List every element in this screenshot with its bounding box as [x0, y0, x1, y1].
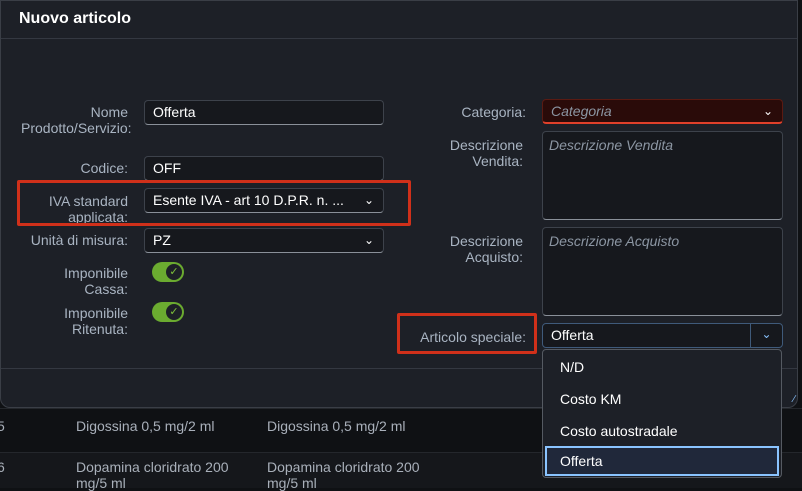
highlight-box [17, 180, 411, 226]
speciale-value: Offerta [551, 327, 594, 343]
speciale-select[interactable]: Offerta ⌄ [542, 323, 783, 348]
footer-divider [1, 368, 797, 369]
option-offerta[interactable]: Offerta [545, 446, 779, 476]
option-costo-km[interactable]: Costo KM [560, 391, 622, 407]
iva-value: Esente IVA - art 10 D.P.R. n. ... [153, 192, 344, 208]
chevron-down-icon: ⌄ [762, 104, 773, 118]
categoria-label: Categoria: [461, 104, 526, 120]
speciale-label: Articolo speciale: [420, 329, 526, 345]
row-cell: Digossina 0,5 mg/2 ml [267, 418, 406, 434]
chevron-down-icon: ⌄ [363, 193, 374, 207]
check-icon: ✓ [166, 264, 182, 280]
codice-label: Codice: [80, 160, 128, 176]
codice-input[interactable]: OFF [144, 156, 384, 181]
row-id: 6 [0, 459, 5, 475]
vendita-label: Descrizione Vendita: [449, 137, 523, 169]
unita-label: Unità di misura: [30, 232, 128, 248]
nome-label: Nome Prodotto/Servizio: [21, 104, 132, 136]
row-cell: Dopamina cloridrato 200 mg/5 ml [267, 459, 420, 491]
highlight-box [397, 313, 537, 354]
acquisto-label: Descrizione Acquisto: [449, 233, 523, 265]
dialog-title: Nuovo articolo [19, 10, 132, 27]
resize-handle-icon[interactable]: ∕ [793, 394, 795, 405]
categoria-placeholder: Categoria [551, 103, 612, 119]
iva-select[interactable]: Esente IVA - art 10 D.P.R. n. ... ⌄ [144, 188, 384, 213]
speciale-dropdown-list: N/D Costo KM Costo autostradale Offerta [542, 349, 782, 478]
vendita-textarea[interactable]: Descrizione Vendita [542, 131, 783, 220]
unita-select[interactable]: PZ ⌄ [144, 228, 384, 253]
nome-input[interactable]: Offerta [144, 100, 384, 125]
header-divider [1, 38, 797, 39]
option-costo-autostradale[interactable]: Costo autostradale [560, 423, 678, 439]
cassa-label: Imponibile Cassa: [64, 265, 128, 297]
acquisto-placeholder: Descrizione Acquisto [549, 233, 680, 249]
row-cell: Digossina 0,5 mg/2 ml [76, 418, 215, 434]
categoria-select[interactable]: Categoria ⌄ [542, 99, 783, 124]
row-cell: Dopamina cloridrato 200 mg/5 ml [76, 459, 229, 491]
ritenuta-toggle[interactable]: ✓ [152, 302, 184, 322]
vendita-placeholder: Descrizione Vendita [549, 137, 673, 153]
acquisto-textarea[interactable]: Descrizione Acquisto [542, 227, 783, 316]
table-row[interactable]: 5 Digossina 0,5 mg/2 ml Digossina 0,5 mg… [0, 408, 802, 452]
iva-label: IVA standard applicata: [48, 193, 128, 225]
cassa-toggle[interactable]: ✓ [152, 262, 184, 282]
ritenuta-label: Imponibile Ritenuta: [64, 305, 128, 337]
row-id: 5 [0, 418, 5, 434]
chevron-down-icon: ⌄ [363, 233, 374, 247]
check-icon: ✓ [166, 304, 182, 320]
unita-value: PZ [153, 232, 171, 248]
chevron-down-icon[interactable]: ⌄ [750, 324, 782, 347]
option-nd[interactable]: N/D [560, 359, 585, 375]
